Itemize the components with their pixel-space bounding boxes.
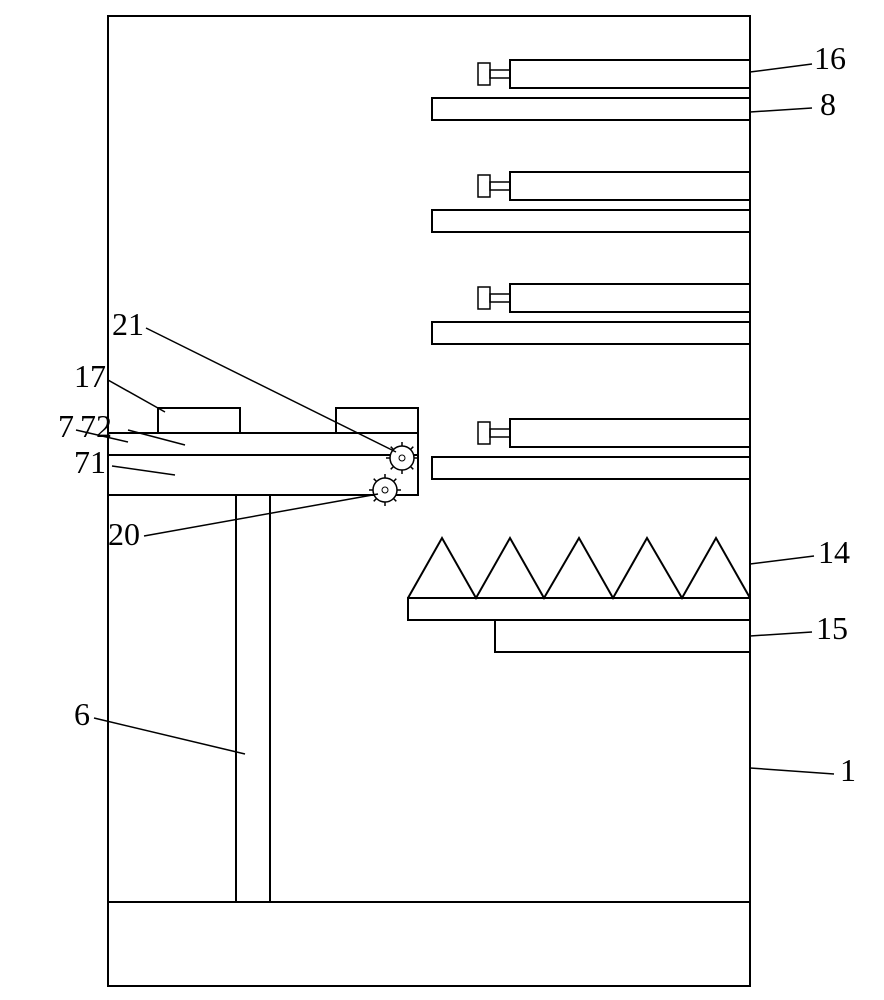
label-8: 8 <box>820 86 836 123</box>
cylinder-16-rod-1 <box>490 70 510 78</box>
label-15: 15 <box>816 610 848 647</box>
cylinder-16-rod-2 <box>490 182 510 190</box>
label-1: 1 <box>840 752 856 789</box>
leader-20 <box>144 494 378 536</box>
label-71: 71 <box>74 444 106 481</box>
shelf-8-1 <box>432 98 750 120</box>
slider-15 <box>495 620 750 652</box>
platform-71 <box>108 455 418 495</box>
label-20: 20 <box>108 516 140 553</box>
cylinder-16-head-4 <box>478 422 490 444</box>
leader-16 <box>750 64 812 72</box>
shelf-8-2 <box>432 210 750 232</box>
leader-71 <box>112 466 175 475</box>
outer-frame <box>108 16 750 986</box>
block-17-right <box>336 408 418 433</box>
cylinder-16-body-4 <box>510 419 750 447</box>
shelf-8-3 <box>432 322 750 344</box>
leader-15 <box>750 632 812 636</box>
label-72: 72 <box>80 408 112 445</box>
leader-6 <box>94 718 245 754</box>
cylinder-16-head-1 <box>478 63 490 85</box>
column-6 <box>236 495 270 902</box>
cylinder-16-head-3 <box>478 287 490 309</box>
block-17-left <box>158 408 240 433</box>
gear-21 <box>386 442 418 474</box>
label-17: 17 <box>74 358 106 395</box>
label-21: 21 <box>112 306 144 343</box>
label-16: 16 <box>814 40 846 77</box>
label-6: 6 <box>74 696 90 733</box>
leader-17 <box>108 380 165 412</box>
cylinder-16-body-3 <box>510 284 750 312</box>
label-7: 7 <box>58 408 74 445</box>
cylinder-16-rod-4 <box>490 429 510 437</box>
cylinder-16-body-2 <box>510 172 750 200</box>
cylinder-16-rod-3 <box>490 294 510 302</box>
leader-1 <box>750 768 834 774</box>
label-14: 14 <box>818 534 850 571</box>
leader-14 <box>750 556 814 564</box>
zigzag-14 <box>408 538 750 598</box>
leader-8 <box>750 108 812 112</box>
zigzag-base-14 <box>408 598 750 620</box>
gear-20 <box>369 474 401 506</box>
engineering-diagram <box>0 0 884 1000</box>
shelf-8-4 <box>432 457 750 479</box>
cylinder-16-head-2 <box>478 175 490 197</box>
cylinder-16-body-1 <box>510 60 750 88</box>
